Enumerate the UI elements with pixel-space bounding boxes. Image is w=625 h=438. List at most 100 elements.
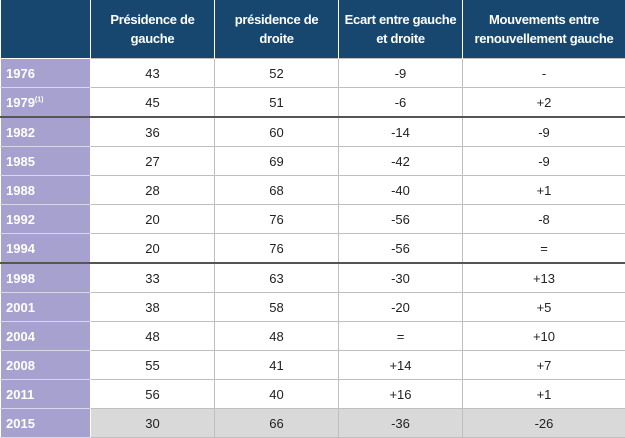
year-cell: 2001 [1,293,91,322]
value-cell: +10 [463,322,625,351]
value-cell: +16 [339,380,463,409]
year-label: 1976 [6,66,35,81]
value-cell: -8 [463,205,625,234]
value-cell: 60 [215,117,339,147]
year-cell: 1982 [1,117,91,147]
footnote-ref: (1) [35,96,44,103]
value-cell: 43 [91,59,215,88]
value-cell: 58 [215,293,339,322]
year-label: 2004 [6,329,35,344]
year-cell: 2004 [1,322,91,351]
value-cell: +1 [463,380,625,409]
value-cell: 33 [91,263,215,293]
value-cell: -56 [339,234,463,264]
value-cell: 48 [215,322,339,351]
value-cell: +2 [463,88,625,118]
year-label: 1994 [6,241,35,256]
value-cell: 51 [215,88,339,118]
header-cell: Mouvements entre renouvellement gauche [463,0,625,59]
value-cell: = [463,234,625,264]
year-label: 2008 [6,358,35,373]
year-cell: 2015 [1,409,91,438]
value-cell: 40 [215,380,339,409]
value-cell: -42 [339,147,463,176]
value-cell: = [339,322,463,351]
year-label: 1985 [6,154,35,169]
value-cell: 52 [215,59,339,88]
value-cell: 69 [215,147,339,176]
value-cell: 63 [215,263,339,293]
value-cell: 45 [91,88,215,118]
year-cell: 1976 [1,59,91,88]
value-cell: 48 [91,322,215,351]
year-cell: 1992 [1,205,91,234]
year-label: 1979 [6,95,35,110]
year-label: 2011 [6,387,34,402]
value-cell: 30 [91,409,215,438]
value-cell: -9 [463,117,625,147]
year-cell: 1998 [1,263,91,293]
year-cell: 1994 [1,234,91,264]
value-cell: -30 [339,263,463,293]
value-cell: -26 [463,409,625,438]
value-cell: 76 [215,205,339,234]
header-cell [1,0,91,59]
value-cell: +14 [339,351,463,380]
value-cell: 76 [215,234,339,264]
header-cell: Ecart entre gauche et droite [339,0,463,59]
value-cell: -36 [339,409,463,438]
value-cell: 20 [91,205,215,234]
year-label: 1998 [6,271,35,286]
value-cell: -6 [339,88,463,118]
value-cell: 28 [91,176,215,205]
value-cell: 68 [215,176,339,205]
year-label: 1982 [6,125,35,140]
value-cell: 20 [91,234,215,264]
value-cell: +7 [463,351,625,380]
year-cell: 2011 [1,380,91,409]
value-cell: -9 [463,147,625,176]
year-label: 2001 [6,300,35,315]
value-cell: -14 [339,117,463,147]
value-cell: 36 [91,117,215,147]
value-cell: -20 [339,293,463,322]
value-cell: 41 [215,351,339,380]
value-cell: +1 [463,176,625,205]
value-cell: +13 [463,263,625,293]
value-cell: 55 [91,351,215,380]
value-cell: -56 [339,205,463,234]
year-label: 1988 [6,183,35,198]
year-label: 1992 [6,212,35,227]
value-cell: - [463,59,625,88]
year-cell: 1988 [1,176,91,205]
year-cell: 1979(1) [1,88,91,118]
value-cell: 66 [215,409,339,438]
year-cell: 2008 [1,351,91,380]
value-cell: +5 [463,293,625,322]
value-cell: -40 [339,176,463,205]
value-cell: 56 [91,380,215,409]
value-cell: -9 [339,59,463,88]
year-label: 2015 [6,416,35,431]
header-cell: Présidence de gauche [91,0,215,59]
value-cell: 38 [91,293,215,322]
value-cell: 27 [91,147,215,176]
year-cell: 1985 [1,147,91,176]
